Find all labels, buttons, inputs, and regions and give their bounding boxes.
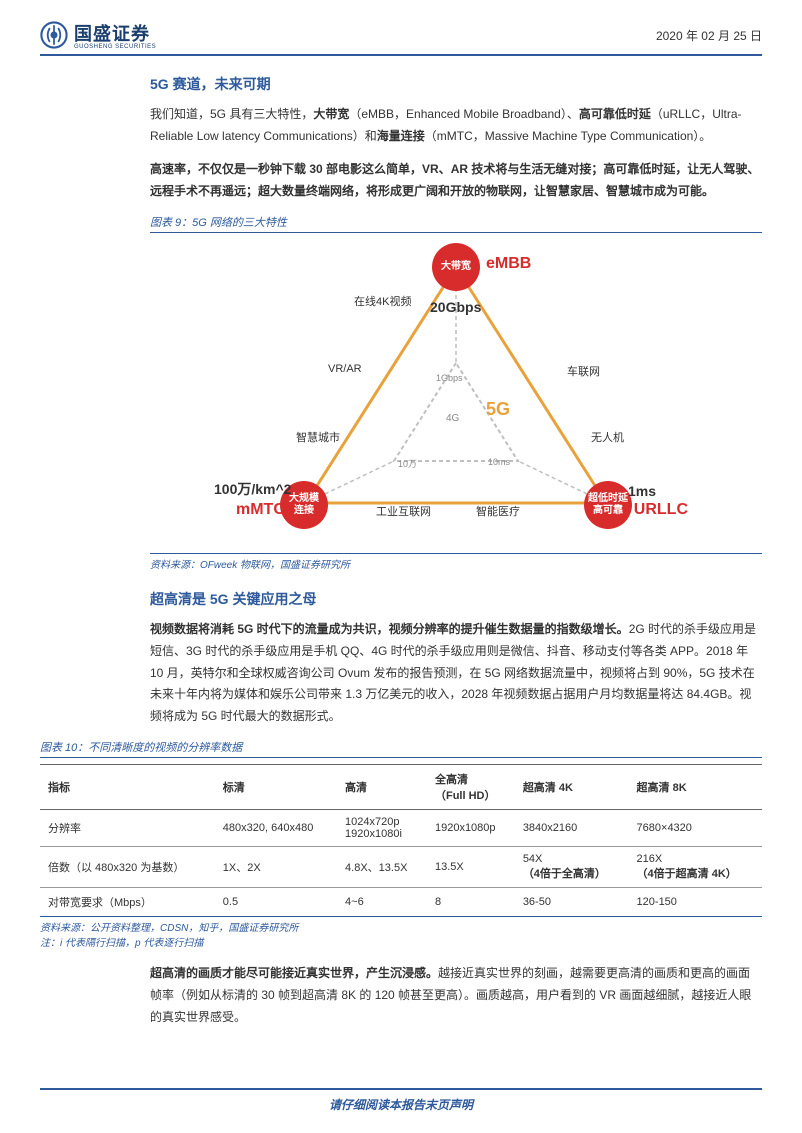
- embb-side: eMBB: [486, 255, 531, 273]
- table-cell: 480x320, 640x480: [215, 810, 337, 847]
- table-cell: 1X、2X: [215, 847, 337, 888]
- table-cell: 8: [427, 888, 515, 917]
- text-bold: 超高清的画质才能尽可能接近真实世界，产生沉浸感。: [150, 966, 438, 980]
- urllc-metric: 1ms: [628, 483, 656, 499]
- page-header: 国盛证券 GUOSHENG SECURITIES 2020 年 02 月 25 …: [40, 20, 762, 56]
- company-name-en: GUOSHENG SECURITIES: [74, 44, 156, 50]
- section-2-p1: 视频数据将消耗 5G 时代下的流量成为共识，视频分辨率的提升催生数据量的指数级增…: [150, 619, 762, 727]
- section-3-p1: 超高清的画质才能尽可能接近真实世界，产生沉浸感。越接近真实世界的刻画，越需要更高…: [150, 963, 762, 1028]
- text: （eMBB，Enhanced Mobile Broadband）、: [349, 107, 578, 121]
- figure-9-diagram: 大带宽 大规模 连接 超低时延 高可靠 eMBB mMTC URLLC 20Gb…: [236, 243, 676, 543]
- inner-left: 10万: [398, 457, 417, 470]
- table-cell: 对带宽要求（Mbps）: [40, 888, 215, 917]
- table-cell: 54X（4倍于全高清）: [515, 847, 629, 888]
- logo: 国盛证券 GUOSHENG SECURITIES: [40, 20, 156, 50]
- table-cell: 36-50: [515, 888, 629, 917]
- table-cell: 13.5X: [427, 847, 515, 888]
- table-cell: 3840x2160: [515, 810, 629, 847]
- section-1-title: 5G 赛道，未来可期: [150, 74, 762, 94]
- table-cell: 分辨率: [40, 810, 215, 847]
- text-bold: 海量连接: [377, 129, 425, 143]
- embb-metric: 20Gbps: [430, 299, 481, 315]
- company-logo-icon: [40, 21, 68, 49]
- table-cell: 120-150: [629, 888, 762, 917]
- node-label: 大规模 连接: [289, 493, 319, 517]
- text-bold: 大带宽: [313, 107, 349, 121]
- table-row: 分辨率480x320, 640x4801024x720p 1920x1080i1…: [40, 810, 762, 847]
- figure-10-caption: 图表 10：不同清晰度的视频的分辨率数据: [40, 739, 762, 758]
- table-row: 倍数（以 480x320 为基数）1X、2X4.8X、13.5X13.5X54X…: [40, 847, 762, 888]
- table-cell: 1024x720p 1920x1080i: [337, 810, 427, 847]
- inner-4g: 4G: [446, 413, 459, 424]
- table-header: 高清: [337, 765, 427, 810]
- inner-right: 10ms: [488, 457, 510, 467]
- section-2-title: 超高清是 5G 关键应用之母: [150, 589, 762, 609]
- table-cell: 216X（4倍于超高清 4K）: [629, 847, 762, 888]
- resolution-table: 指标标清高清全高清 （Full HD）超高清 4K超高清 8K 分辨率480x3…: [40, 764, 762, 916]
- node-label: 超低时延 高可靠: [588, 493, 628, 517]
- edge-industry: 工业互联网: [376, 503, 431, 519]
- footer-disclaimer: 请仔细阅读本报告末页声明: [40, 1088, 762, 1113]
- table-cell: 4.8X、13.5X: [337, 847, 427, 888]
- edge-city: 智慧城市: [296, 429, 340, 445]
- table-header: 全高清 （Full HD）: [427, 765, 515, 810]
- section-1-p1: 我们知道，5G 具有三大特性，大带宽（eMBB，Enhanced Mobile …: [150, 104, 762, 147]
- table-header: 指标: [40, 765, 215, 810]
- table-cell: 7680×4320: [629, 810, 762, 847]
- table-header: 超高清 4K: [515, 765, 629, 810]
- urllc-side: URLLC: [634, 501, 688, 519]
- company-name-cn: 国盛证券: [74, 24, 150, 44]
- edge-drone: 无人机: [591, 429, 624, 445]
- edge-car: 车联网: [567, 363, 600, 379]
- table-cell: 4~6: [337, 888, 427, 917]
- edge-vrar: VR/AR: [328, 363, 362, 375]
- text: （mMTC，Massive Machine Type Communication…: [425, 129, 712, 143]
- table-cell: 倍数（以 480x320 为基数）: [40, 847, 215, 888]
- figure-10-note: 注：i 代表隔行扫描，p 代表逐行扫描: [40, 934, 762, 949]
- table-row: 对带宽要求（Mbps）0.54~6836-50120-150: [40, 888, 762, 917]
- text-bold: 高可靠低时延: [579, 107, 651, 121]
- table-header: 标清: [215, 765, 337, 810]
- figure-9-source: 资料来源：OFweek 物联网，国盛证券研究所: [150, 553, 762, 571]
- figure-9-caption: 图表 9：5G 网络的三大特性: [150, 214, 762, 233]
- table-cell: 1920x1080p: [427, 810, 515, 847]
- report-date: 2020 年 02 月 25 日: [656, 27, 762, 44]
- edge-4k: 在线4K视频: [354, 293, 411, 309]
- section-1-p2: 高速率，不仅仅是一秒钟下载 30 部电影这么简单，VR、AR 技术将与生活无缝对…: [150, 159, 762, 202]
- mmtc-side: mMTC: [236, 501, 285, 519]
- edge-medical: 智能医疗: [476, 503, 520, 519]
- text-bold: 视频数据将消耗 5G 时代下的流量成为共识，视频分辨率的提升催生数据量的指数级增…: [150, 622, 629, 636]
- center-5g: 5G: [486, 399, 510, 420]
- node-label: 大带宽: [441, 261, 471, 273]
- text: 2G 时代的杀手级应用是短信、3G 时代的杀手级应用是手机 QQ、4G 时代的杀…: [150, 622, 756, 722]
- table-cell: 0.5: [215, 888, 337, 917]
- text: 我们知道，5G 具有三大特性，: [150, 107, 313, 121]
- text-bold: 高速率，不仅仅是一秒钟下载 30 部电影这么简单，VR、AR 技术将与生活无缝对…: [150, 162, 759, 198]
- inner-top: 1Gbps: [436, 373, 463, 383]
- table-header: 超高清 8K: [629, 765, 762, 810]
- figure-10-source: 资料来源：公开资料整理，CDSN，知乎，国盛证券研究所: [40, 916, 762, 934]
- mmtc-metric: 100万/km^2: [214, 479, 291, 499]
